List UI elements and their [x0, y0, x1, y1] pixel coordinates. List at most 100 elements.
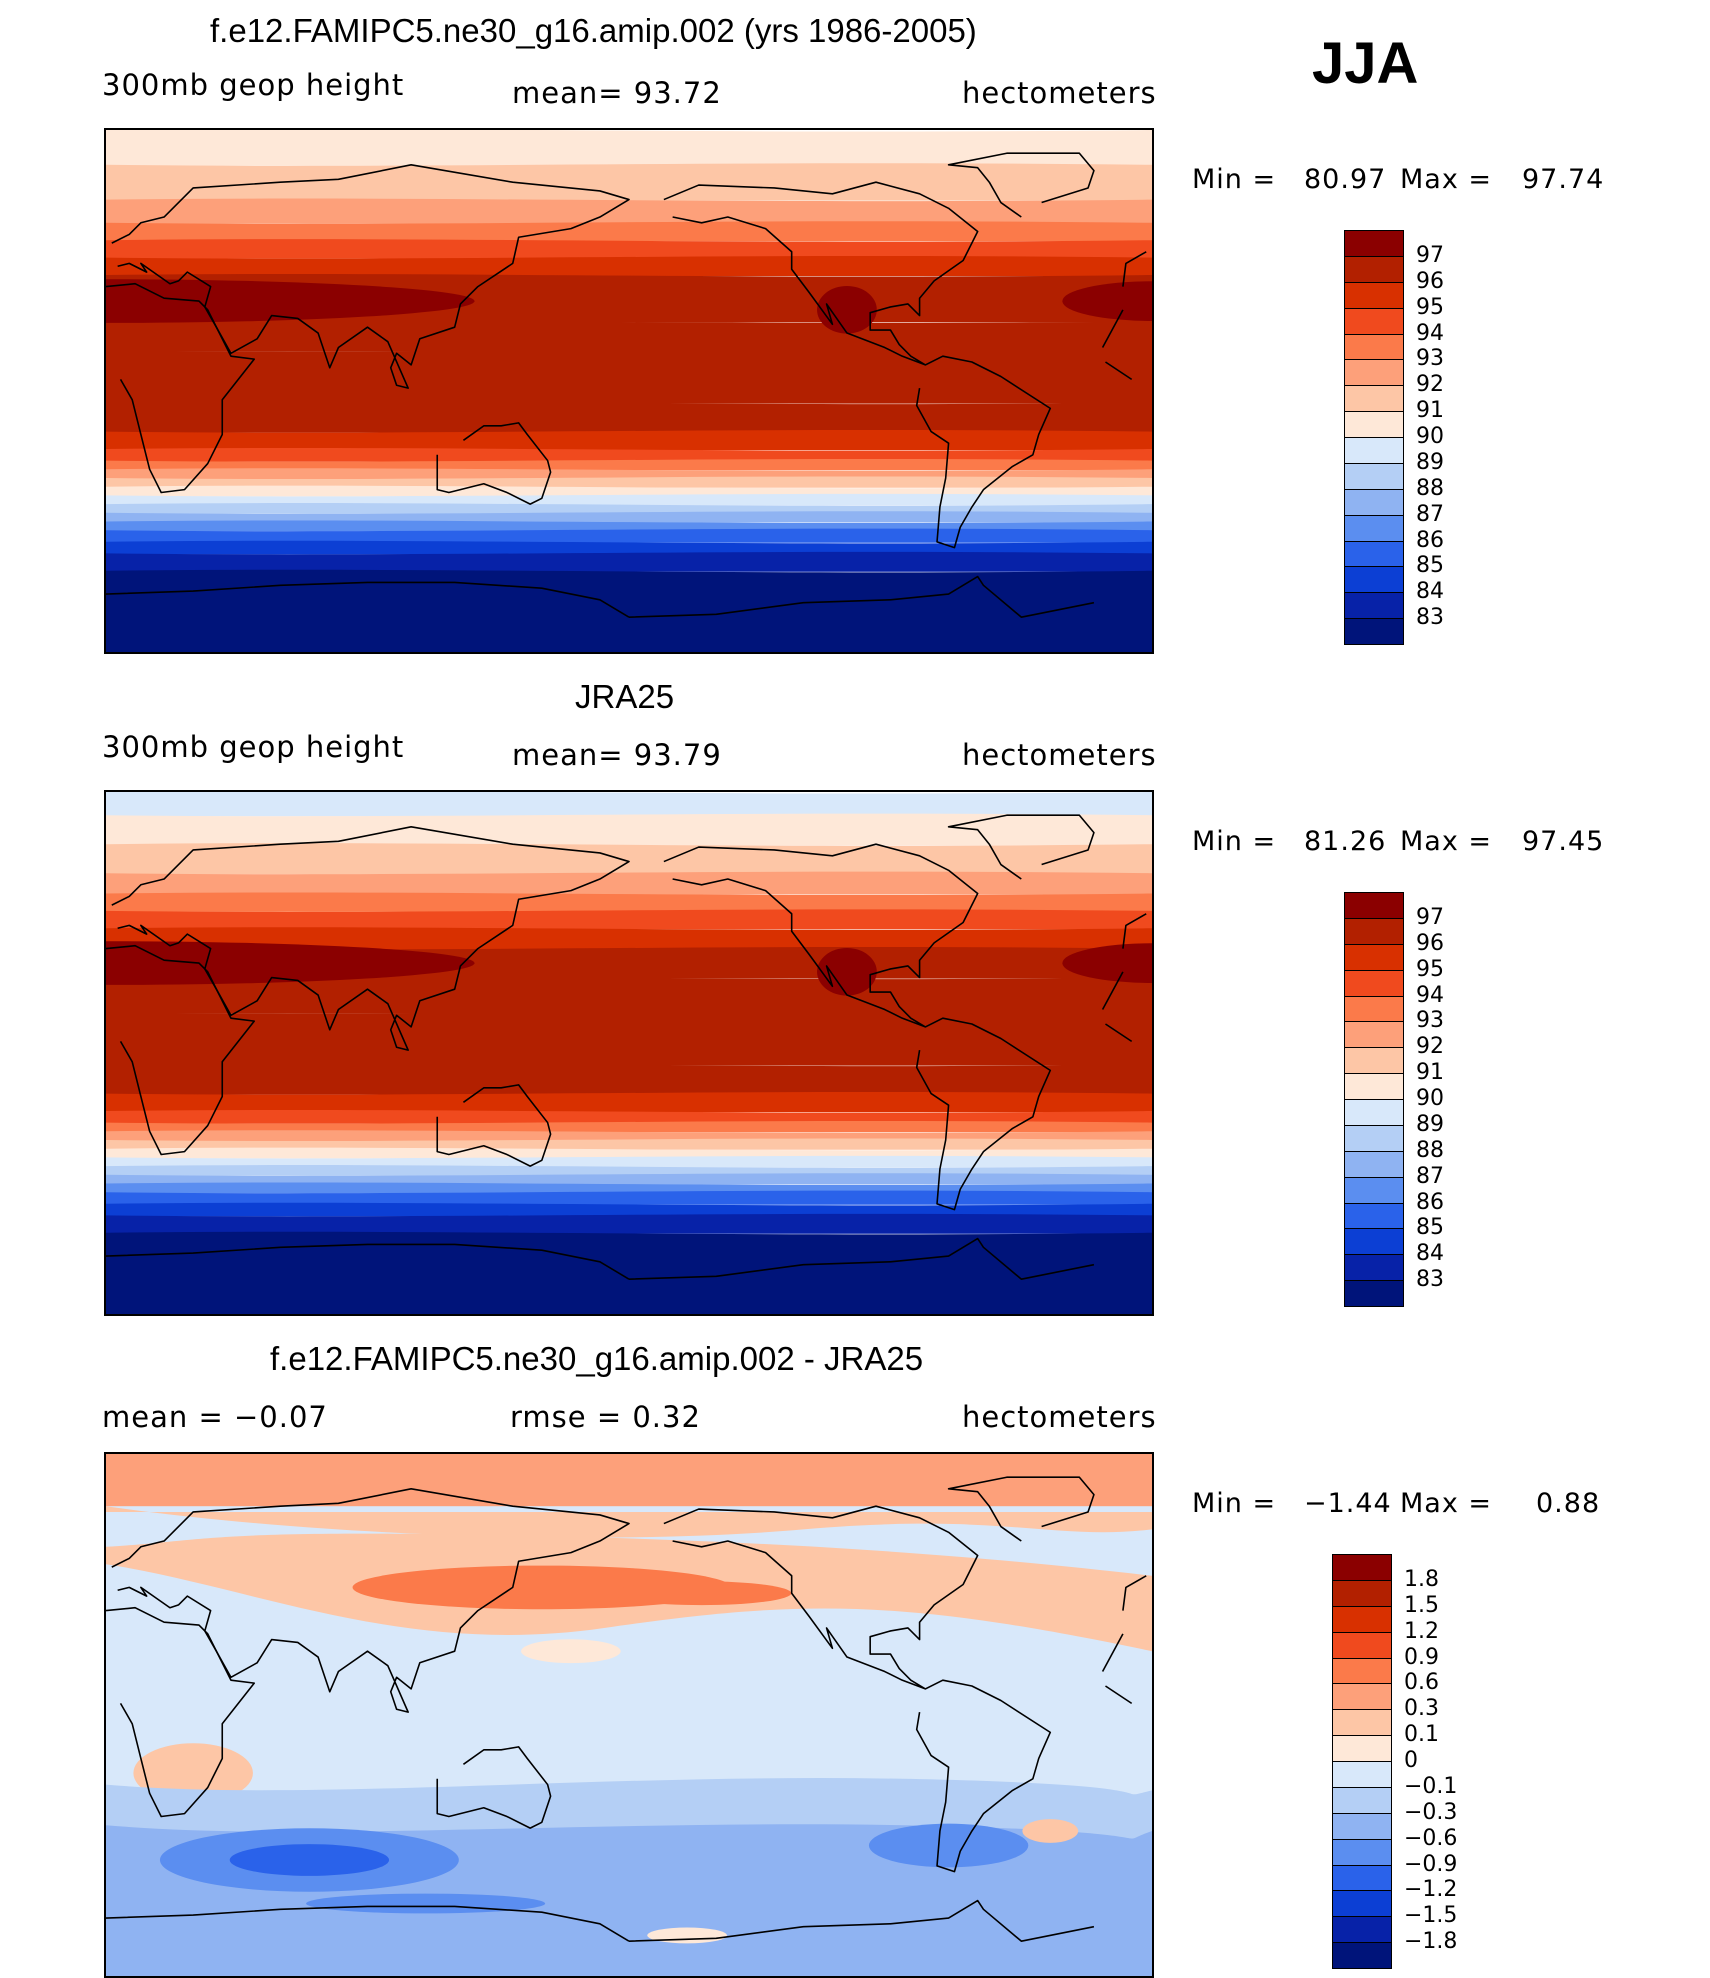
- panel-3-rmse-label: rmse = 0.32: [510, 1400, 701, 1434]
- coastline: [106, 1243, 630, 1280]
- colorbar-box: [1344, 540, 1404, 568]
- coastline: [106, 282, 256, 494]
- contour-band: [106, 130, 1152, 166]
- panel-1-colorbar: 97 96 95 94 93 92 91 90 89 88 87 86 85 84 83: [1344, 230, 1484, 645]
- panel-1-map: [104, 128, 1154, 654]
- colorbar-tick-label: 97: [1416, 904, 1444, 930]
- colorbar-box: [1344, 281, 1404, 309]
- contour-band: [106, 1190, 1152, 1205]
- panel-2-max-value: 97.45: [1522, 826, 1605, 857]
- coastline: [663, 1505, 979, 1690]
- panel-1-max-label: Max =: [1400, 164, 1493, 195]
- coastline: [436, 1084, 552, 1167]
- colorbar-tick-label: 0: [1404, 1748, 1418, 1773]
- panel-2-units-label: hectometers: [962, 738, 1157, 772]
- colorbar-box: [1344, 592, 1404, 620]
- contour-band: [106, 813, 1152, 846]
- contour-high-region: [817, 285, 877, 334]
- colorbar-box: [1332, 1657, 1392, 1685]
- contour-band: [106, 892, 1152, 912]
- contour-band: [106, 430, 1152, 450]
- colorbar-tick-label: 87: [1416, 1163, 1444, 1189]
- contour-band: [106, 476, 1152, 488]
- colorbar-tick-label: −1.8: [1404, 1929, 1458, 1955]
- colorbar-tick-label: 1.5: [1404, 1592, 1439, 1618]
- colorbar-box: [1344, 462, 1404, 490]
- coastline: [663, 181, 979, 366]
- colorbar-tick-label: 84: [1416, 579, 1444, 605]
- colorbar-box: [1344, 892, 1404, 919]
- contour-band: [106, 976, 1152, 1014]
- panel-2-title: JRA25: [575, 678, 675, 715]
- contour-band: [106, 871, 1152, 895]
- colorbar-box: [1344, 1228, 1404, 1256]
- colorbar-box: [1344, 969, 1404, 997]
- colorbar-tick-label: −0.3: [1404, 1799, 1458, 1825]
- colorbar-box: [1344, 1124, 1404, 1152]
- contour-band: [106, 1165, 1152, 1176]
- contour-band: [106, 401, 1152, 433]
- contour-high-region: [817, 947, 877, 996]
- colorbar-tick-label: 85: [1416, 553, 1444, 579]
- contour-band: [106, 1130, 1152, 1141]
- colorbar-box: [1332, 1864, 1392, 1892]
- coastline: [106, 944, 256, 1156]
- colorbar-box: [1332, 1812, 1392, 1840]
- contour-band: [106, 1138, 1152, 1150]
- colorbar-box: [1332, 1786, 1392, 1814]
- coastline: [1105, 361, 1133, 381]
- colorbar-box: [1344, 230, 1404, 257]
- coastline: [1122, 913, 1147, 949]
- coastline: [436, 1746, 552, 1829]
- coastline: [1101, 971, 1124, 1010]
- colorbar-box: [1344, 995, 1404, 1023]
- contour-band: [106, 1121, 1152, 1133]
- colorbar-tick-label: 94: [1416, 982, 1444, 1008]
- contour-band: [106, 198, 1152, 224]
- coastline: [915, 1017, 1052, 1211]
- coastline: [106, 1606, 256, 1818]
- colorbar-box: [1332, 1554, 1392, 1581]
- colorbar-box: [1332, 1761, 1392, 1788]
- panel-1-mean-label: mean= 93.72: [512, 76, 722, 110]
- panel-2-max-label: Max =: [1400, 826, 1493, 857]
- contour-high-region: [106, 279, 475, 323]
- colorbar-tick-label: 91: [1416, 398, 1444, 424]
- colorbar-box: [1344, 514, 1404, 542]
- coastline: [1101, 309, 1124, 348]
- colorbar-box: [1332, 1890, 1392, 1918]
- contour-high-region: [1062, 281, 1152, 321]
- colorbar-box: [1332, 1735, 1392, 1762]
- colorbar-tick-label: 86: [1416, 527, 1444, 553]
- coastline: [1122, 1575, 1147, 1611]
- coastline: [947, 814, 1095, 880]
- coastline: [111, 826, 630, 1051]
- colorbar-box: [1344, 1176, 1404, 1204]
- contour-region: [106, 1454, 1152, 1507]
- contour-band: [106, 1155, 1152, 1168]
- colorbar-box: [1344, 385, 1404, 413]
- contour-band: [106, 1202, 1152, 1217]
- colorbar-tick-label: 90: [1416, 424, 1444, 449]
- contour-band: [106, 1010, 1152, 1066]
- contour-band: [106, 459, 1152, 471]
- season-label: JJA: [1312, 31, 1419, 96]
- colorbar-box: [1344, 333, 1404, 361]
- colorbar-box: [1344, 1150, 1404, 1178]
- contour-band: [106, 1109, 1152, 1124]
- colorbar-tick-label: 93: [1416, 346, 1444, 372]
- panel-3-mean-label: mean = −0.07: [102, 1400, 328, 1434]
- colorbar-tick-label: 89: [1416, 1111, 1444, 1137]
- colorbar-tick-label: 0.9: [1404, 1644, 1439, 1670]
- coastline: [628, 1899, 1095, 1942]
- colorbar-box: [1344, 437, 1404, 464]
- colorbar-box: [1344, 411, 1404, 438]
- colorbar-tick-label: 90: [1416, 1086, 1444, 1111]
- colorbar-box: [1344, 1280, 1404, 1307]
- colorbar-box: [1332, 1683, 1392, 1711]
- colorbar-tick-label: 83: [1416, 605, 1444, 631]
- colorbar-tick-label: 92: [1416, 372, 1444, 398]
- contour-region: [611, 1581, 792, 1606]
- colorbar-box: [1344, 1073, 1404, 1100]
- colorbar-box: [1332, 1605, 1392, 1633]
